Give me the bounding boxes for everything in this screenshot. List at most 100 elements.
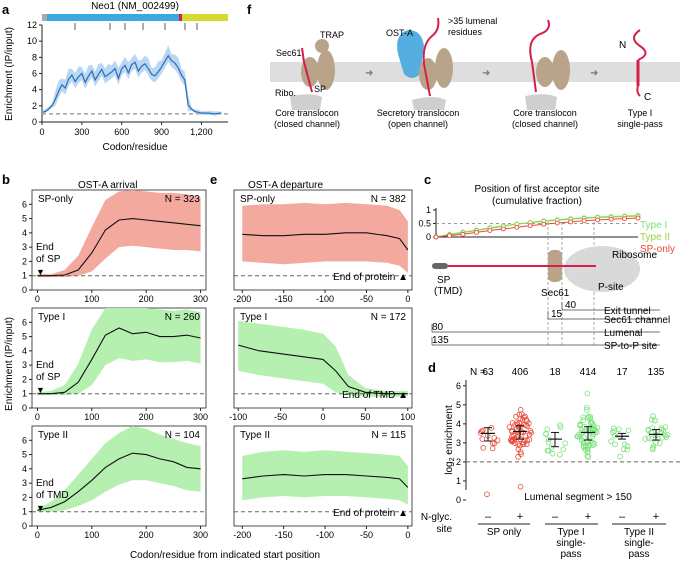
x-tick-label: 200 [139,530,154,540]
subplot-n: N = 172 [371,312,407,323]
y-tick-label: 6 [32,69,37,79]
gene-bar-start [42,14,47,21]
x-tick-label: -50 [274,412,287,422]
x-tick-label: 100 [400,412,415,422]
y-tick-label: 6 [22,435,27,445]
x-tick-label: -100 [316,530,334,540]
x-tick-label: 300 [193,412,208,422]
counts-row: 63 406 18 414 17 135 [482,367,664,378]
marker-line-2: of SP [36,254,61,265]
data-point [660,427,667,433]
panel-a-label: a [2,2,10,17]
data-point [520,439,527,445]
ribosome-schematic [564,246,640,292]
data-point [479,436,486,442]
data-point [620,446,627,453]
trap-protein [317,50,335,90]
gene-bar-tmd [179,14,182,21]
panel-a-xlabel: Codon/residue [102,142,167,153]
cumulative-point [514,224,520,230]
start-marker: ▼ [36,267,45,277]
panel-e-label: e [210,172,217,187]
sec61-protein-3 [536,57,554,87]
data-point [586,441,593,448]
confidence-band [242,450,408,505]
data-point [585,425,592,432]
data-point [608,438,614,445]
data-point [520,441,527,447]
trap-protein-3 [552,50,570,90]
marker-line-1: End [36,360,54,371]
nglyc-sign: + [585,511,591,523]
nglyc-sign: – [485,511,492,523]
nascent-chain-2 [422,17,440,97]
gene-bar-main [47,14,179,21]
y-tick-label: 4 [22,228,27,238]
y-tick-label: 2 [456,457,461,467]
subplot-n: N = 382 [371,194,407,205]
panel-a-line [41,54,222,115]
counts-prefix: N = [470,367,486,378]
x-tick-label: 600 [114,127,129,137]
y-tick-label: 0.5 [418,219,431,229]
cumulative-point [473,229,479,235]
y-tick-label: 0 [426,232,431,242]
nglyc-label-1: N-glyc. [421,512,452,523]
x-tick-label: 200 [139,294,154,304]
data-point [590,442,596,448]
cumulative-point [447,233,452,239]
residues-label: residues [448,27,483,37]
group-label-2: single- [624,538,653,549]
legend-type2: Type II [640,232,670,243]
legend-sp-only: SP-only [640,244,675,255]
cumulative-point [460,231,466,237]
c-terminus-label: C [644,92,651,103]
sp-tmd-label-2: (TMD) [434,286,462,297]
cumulative-point [581,218,587,224]
x-tick-label: 200 [139,412,154,422]
cumulative-line [435,217,639,238]
state4-caption-2: single-pass [617,119,663,129]
arrow-3: ➜ [590,68,598,79]
data-point [517,483,524,490]
panel-f-label: f [247,2,252,17]
cumulative-point [487,228,493,233]
state-core-translocon-2: Core translocon (closed channel) [512,19,578,129]
confidence-band [37,308,201,396]
data-point [625,427,632,434]
data-point [557,422,563,428]
panel-b-label: b [2,172,10,187]
y-tick-label: 8 [32,52,37,62]
glycosylation-ticks [74,23,198,30]
start-marker: ▼ [36,503,45,513]
state-core-translocon-1: TRAP Sec61 Ribo. SP Core translocon (clo… [274,30,344,129]
departure-subplot-1: -200 -150 -100 -50 0 SP-only N = 382 End of pro… [233,189,413,304]
gene-bar-end [182,14,228,21]
data-point [649,425,655,431]
confidence-band [242,202,408,273]
y-tick-label: 4 [22,346,27,356]
panel-d-label: d [428,360,436,375]
mean-line [238,344,408,395]
data-point [480,445,487,451]
arrow-2: ➜ [482,68,490,79]
state3-caption-2: (closed channel) [512,119,578,129]
panel-c-subtitle: (cumulative fraction) [492,196,582,207]
data-point [584,390,591,397]
y-tick-label: 2 [22,374,27,384]
y-tick-label: 4 [22,464,27,474]
x-tick-label: 0 [405,530,410,540]
data-point [509,420,516,426]
group-label-2: single- [556,538,585,549]
data-point [517,449,524,455]
data-point [506,424,513,430]
data-point [648,436,655,442]
x-tick-label: 100 [84,530,99,540]
subplot-name: SP-only [240,194,275,205]
subplot-frame [233,189,413,291]
data-point [510,437,517,444]
